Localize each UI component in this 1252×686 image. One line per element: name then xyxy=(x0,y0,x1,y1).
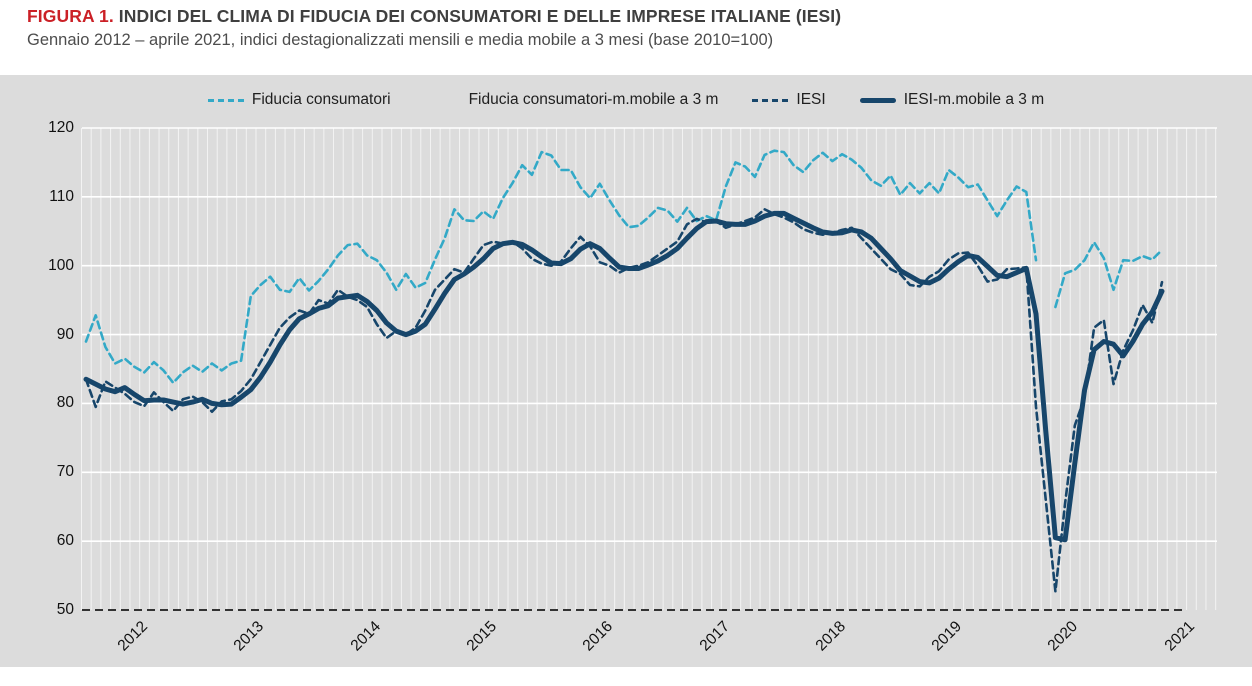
figure-label: FIGURA 1. xyxy=(27,6,114,26)
horizontal-gridlines xyxy=(82,127,1217,542)
legend-item-fiducia-consumatori: Fiducia consumatori xyxy=(207,91,391,109)
series-line-fiducia-consumatori xyxy=(1054,241,1164,309)
series-line-iesi-m-mobile-a-3-m xyxy=(83,210,1165,543)
legend-item-fiducia-consumatori-mobile: Fiducia consumatori-m.mobile a 3 m xyxy=(425,91,719,109)
series-line-fiducia-consumatori xyxy=(84,149,1038,385)
legend-item-iesi-mobile: IESI-m.mobile a 3 m xyxy=(859,91,1045,109)
dashed-dark-line-swatch-icon xyxy=(752,98,789,102)
vertical-gridlines xyxy=(81,128,1217,610)
y-tick-label-110: 110 xyxy=(49,187,74,205)
y-tick-label-60: 60 xyxy=(56,532,74,550)
chart-canvas xyxy=(81,127,1217,611)
legend-label: Fiducia consumatori-m.mobile a 3 m xyxy=(468,91,719,108)
y-tick-label-70: 70 xyxy=(56,463,74,481)
legend-item-iesi: IESI xyxy=(752,91,826,109)
figure-title-row: FIGURA 1. INDICI DEL CLIMA DI FIDUCIA DE… xyxy=(27,6,841,27)
figure-subtitle: Gennaio 2012 – aprile 2021, indici desta… xyxy=(27,31,774,49)
figure-title: INDICI DEL CLIMA DI FIDUCIA DEI CONSUMAT… xyxy=(118,6,842,26)
series-line-iesi xyxy=(84,208,1164,593)
y-tick-label-120: 120 xyxy=(48,119,74,136)
chart-legend: Fiducia consumatori Fiducia consumatori-… xyxy=(0,91,1252,109)
thick-dark-line-swatch-icon xyxy=(859,97,896,103)
y-tick-label-90: 90 xyxy=(56,325,74,343)
y-tick-label-50: 50 xyxy=(56,601,74,618)
y-tick-label-80: 80 xyxy=(56,394,74,412)
y-tick-label-100: 100 xyxy=(48,256,74,274)
dashed-light-line-swatch-icon xyxy=(207,98,244,102)
legend-label: IESI xyxy=(796,91,826,108)
legend-label: IESI-m.mobile a 3 m xyxy=(903,91,1045,108)
chart-panel: Fiducia consumatori Fiducia consumatori-… xyxy=(0,75,1252,667)
legend-label: Fiducia consumatori xyxy=(251,91,391,108)
